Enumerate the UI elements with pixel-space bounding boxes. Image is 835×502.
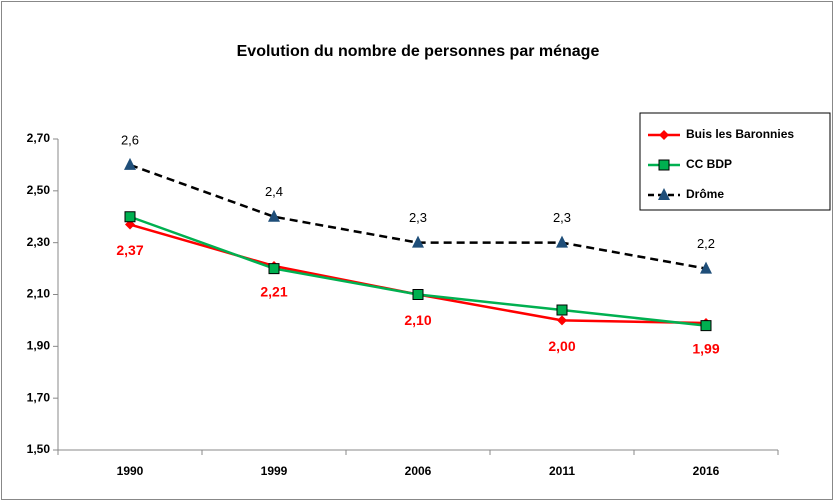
y-tick-label: 1,90 [27,339,51,353]
marker [556,235,568,248]
marker [268,263,280,275]
x-tick-label: 2016 [693,464,720,478]
x-tick-label: 1990 [117,464,144,478]
legend-label: Buis les Baronnies [686,127,794,141]
legend-marker [659,130,669,140]
y-tick-label: 1,70 [27,390,51,404]
data-label: 1,99 [692,341,719,357]
marker [556,304,568,316]
legend-marker [658,188,670,200]
legend-marker [658,159,670,171]
data-label: 2,10 [404,312,431,328]
data-label: 2,37 [116,242,143,258]
x-tick-label: 2011 [549,464,575,478]
marker [124,211,136,223]
marker [700,320,712,332]
y-tick-label: 2,30 [27,235,51,249]
y-tick-label: 1,50 [27,442,51,456]
marker [124,157,136,170]
data-label: 2,00 [548,338,575,354]
x-tick-label: 1999 [261,464,288,478]
data-label: 2,3 [553,210,571,225]
x-tick-label: 2006 [405,464,432,478]
marker [412,235,424,248]
data-label: 2,4 [265,184,283,199]
marker [700,261,712,274]
legend-label: Drôme [686,187,724,201]
marker [557,315,567,326]
data-label: 2,2 [697,236,715,251]
marker [268,209,280,222]
chart-title: Evolution du nombre de personnes par mén… [237,43,600,60]
marker [412,289,424,300]
legend-label: CC BDP [686,157,732,171]
y-tick-label: 2,70 [27,131,51,145]
y-tick-label: 2,10 [27,287,51,301]
data-label: 2,6 [121,132,139,147]
y-tick-label: 2,50 [27,183,51,197]
data-label: 2,21 [260,284,287,300]
data-label: 2,3 [409,210,427,225]
